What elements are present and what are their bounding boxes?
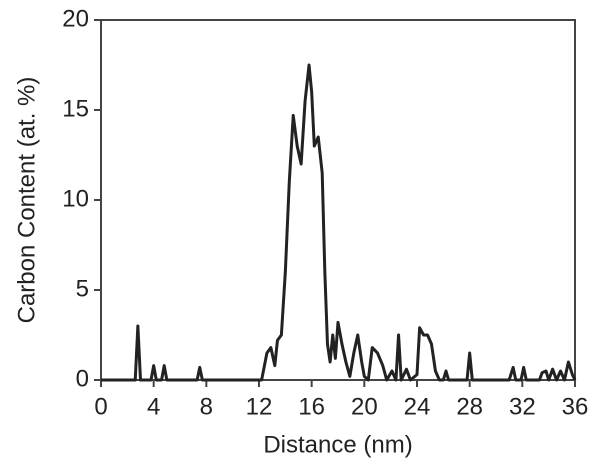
x-tick-label: 24: [404, 393, 431, 420]
x-tick-label: 32: [509, 393, 536, 420]
data-line: [101, 63, 577, 382]
y-tick-label: 0: [76, 365, 89, 392]
y-tick-label: 10: [62, 185, 89, 212]
y-tick-label: 5: [76, 275, 89, 302]
x-tick-label: 8: [200, 393, 213, 420]
x-tick-label: 4: [147, 393, 160, 420]
x-tick-label: 0: [94, 393, 107, 420]
x-tick-label: 20: [351, 393, 378, 420]
x-tick-label: 36: [562, 393, 589, 420]
y-tick-label: 15: [62, 95, 89, 122]
x-tick-label: 16: [298, 393, 325, 420]
x-tick-label: 12: [246, 393, 273, 420]
x-tick-label: 28: [456, 393, 483, 420]
y-axis-label: Carbon Content (at. %): [13, 77, 40, 324]
x-axis-label: Distance (nm): [263, 431, 412, 458]
y-tick-label: 20: [62, 5, 89, 32]
